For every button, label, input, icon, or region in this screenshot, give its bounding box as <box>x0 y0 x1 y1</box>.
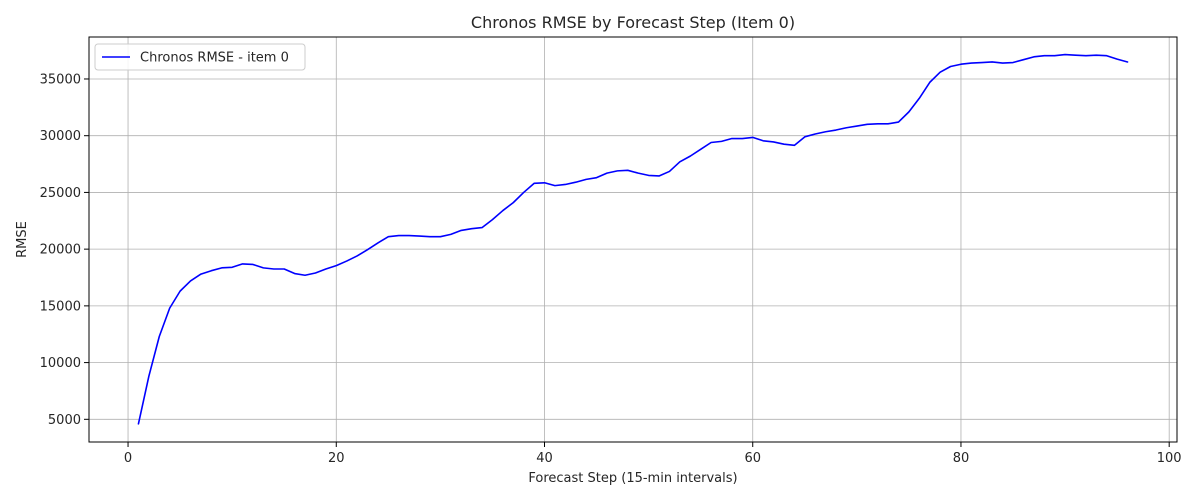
x-tick-label: 60 <box>744 451 761 466</box>
x-tick-label: 0 <box>124 451 132 466</box>
y-tick-label: 25000 <box>40 186 81 201</box>
legend-box <box>94 43 306 71</box>
x-tick-label: 20 <box>328 451 345 466</box>
series-line-0 <box>137 53 1129 425</box>
y-tick-label: 35000 <box>40 72 81 87</box>
x-tick-label: 80 <box>953 451 970 466</box>
y-tick-label: 10000 <box>40 356 81 371</box>
y-tick-label: 15000 <box>40 299 81 314</box>
y-axis-label: RMSE <box>15 221 30 258</box>
x-tick-label: 100 <box>1157 451 1182 466</box>
legend: Chronos RMSE - item 0 <box>94 43 306 71</box>
y-tick-label: 20000 <box>40 243 81 258</box>
series-layer <box>137 53 1129 425</box>
grid <box>89 37 1177 442</box>
x-axis-label: Forecast Step (15-min intervals) <box>528 471 737 486</box>
y-tick-label: 5000 <box>48 413 81 428</box>
chart-title: Chronos RMSE by Forecast Step (Item 0) <box>471 13 795 32</box>
legend-label: Chronos RMSE - item 0 <box>140 51 289 66</box>
y-tick-label: 30000 <box>40 129 81 144</box>
x-tick-label: 40 <box>536 451 553 466</box>
plot-frame <box>88 36 1178 443</box>
ticks: 0 20 40 60 80 100 5000 10000 15000 20000 25000 3000… <box>40 72 1182 466</box>
